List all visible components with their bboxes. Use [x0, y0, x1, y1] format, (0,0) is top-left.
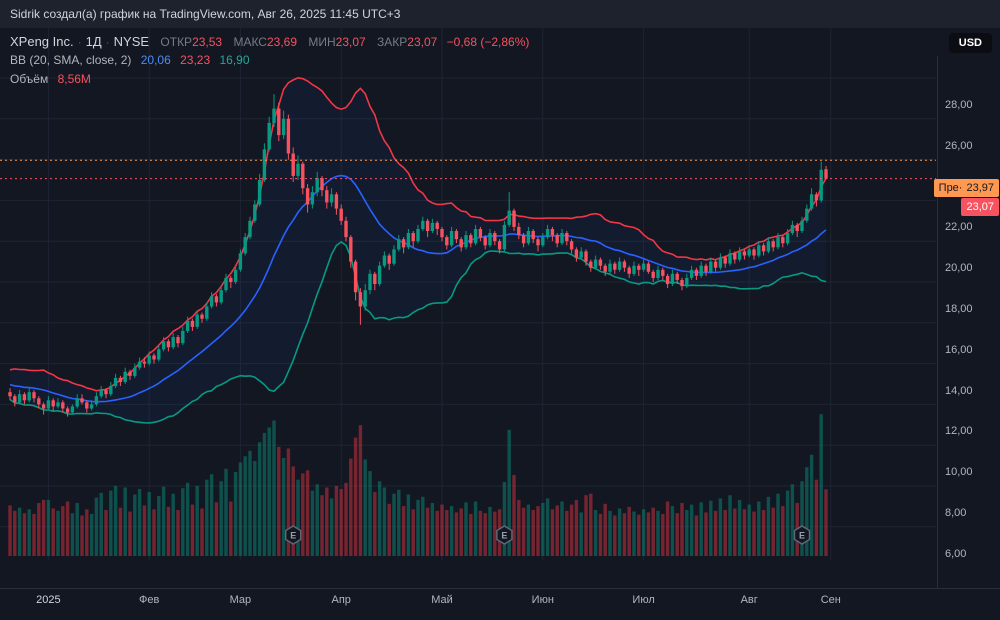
- price-scale-label: 20,00: [945, 262, 973, 275]
- time-axis-label: Июл: [632, 594, 655, 606]
- price-scale[interactable]: Пре·23,97 23,07 28,0026,0024,0022,0020,0…: [933, 56, 1000, 588]
- price-scale-label: 18,00: [945, 303, 973, 315]
- close-value: 23,07: [407, 35, 438, 49]
- price-scale-label: 6,00: [945, 547, 967, 560]
- time-axis-label: Июн: [531, 594, 554, 606]
- price-scale-label: 8,00: [945, 507, 967, 519]
- earnings-icon[interactable]: [793, 525, 811, 545]
- attribution-bar: Sidrik создал(а) график на TradingView.c…: [0, 0, 1000, 28]
- time-axis-label: Апр: [331, 594, 351, 606]
- time-axis-label: 2025: [36, 594, 61, 606]
- separator: ·: [105, 35, 110, 49]
- open-value: 23,53: [192, 35, 223, 49]
- attribution-text: Sidrik создал(а) график на TradingView.c…: [10, 7, 401, 21]
- price-scale-label: 22,00: [945, 221, 973, 234]
- separator: ·: [77, 35, 82, 49]
- price-scale-label: 14,00: [945, 384, 973, 397]
- price-scale-label: 26,00: [945, 139, 973, 152]
- volume-value: 8,56М: [57, 72, 91, 86]
- premarket-price: 23,97: [966, 182, 994, 195]
- last-price-badge: 23,07: [961, 197, 999, 216]
- price-scale-label: 10,00: [945, 466, 973, 479]
- volume-label[interactable]: Объём: [10, 72, 49, 86]
- earnings-icon[interactable]: [496, 525, 513, 545]
- exchange-label: NYSE: [113, 34, 150, 49]
- legend-volume-row[interactable]: Объём 8,56М: [10, 70, 529, 89]
- premarket-price-badge: Пре· 23,97: [933, 179, 999, 198]
- earnings-icon-letter: E: [290, 531, 296, 541]
- symbol-name[interactable]: XPeng Inc.: [10, 34, 74, 49]
- price-scale-label: 16,00: [945, 343, 973, 356]
- premarket-prefix: Пре·: [938, 182, 963, 195]
- time-axis-label: Фев: [139, 594, 160, 606]
- bb-upper-value: 23,23: [180, 53, 211, 67]
- high-value: 23,69: [266, 35, 298, 49]
- time-axis-label: Май: [431, 594, 453, 606]
- close-label: ЗАКР: [377, 35, 408, 49]
- price-scale-label: 28,00: [945, 99, 973, 111]
- time-axis-label: Сен: [820, 594, 841, 606]
- high-label: МАКС: [233, 35, 267, 49]
- earnings-icon[interactable]: [285, 525, 302, 545]
- earnings-icon-letter: E: [501, 531, 507, 541]
- currency-toggle-button[interactable]: USD: [948, 33, 992, 53]
- legend-symbol-row[interactable]: XPeng Inc. · 1Д · NYSE ОТКР23,53 МАКС23,69 М…: [10, 32, 529, 51]
- bb-indicator-title[interactable]: BB (20, SMA, close, 2): [10, 53, 132, 67]
- legend-indicator-row[interactable]: BB (20, SMA, close, 2) 20,06 23,23 16,90: [10, 51, 529, 70]
- low-value: 23,07: [335, 35, 366, 49]
- interval-label[interactable]: 1Д: [85, 34, 102, 49]
- time-axis[interactable]: 2025 Фев Мар Апр Май Июн Июл Авг Сен: [0, 588, 1000, 613]
- chart-legend: XPeng Inc. · 1Д · NYSE ОТКР23,53 МАКС23,69 М…: [10, 32, 529, 89]
- price-scale-label: 12,00: [945, 425, 973, 438]
- time-axis-label: Мар: [229, 594, 252, 606]
- low-label: МИН: [308, 35, 336, 49]
- bb-basis-value: 20,06: [140, 53, 171, 67]
- open-label: ОТКР: [160, 35, 193, 49]
- change-value: −0,68 (−2,86%): [446, 35, 530, 49]
- time-axis-label: Авг: [740, 594, 758, 606]
- last-price: 23,07: [966, 200, 994, 213]
- earnings-icon-letter: E: [799, 531, 805, 541]
- bb-lower-value: 16,90: [219, 53, 250, 67]
